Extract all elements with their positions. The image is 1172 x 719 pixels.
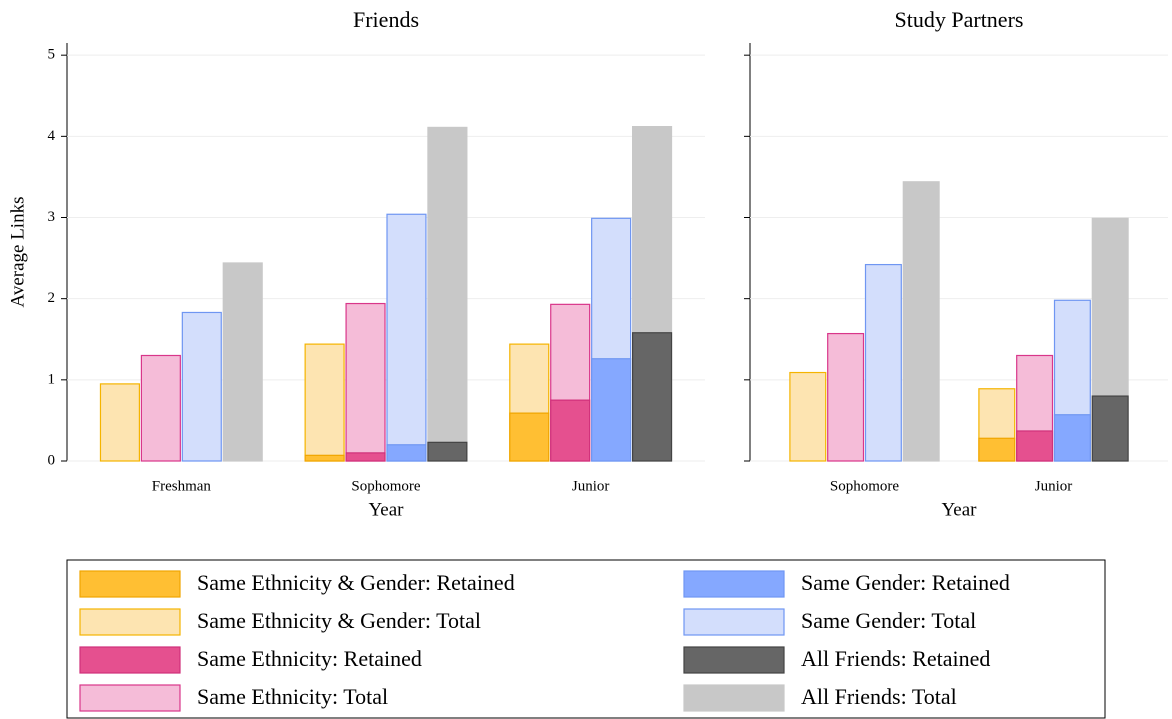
x-tick-label: Sophomore xyxy=(830,478,900,494)
bar xyxy=(509,412,550,462)
panel-title: Friends xyxy=(353,7,419,32)
x-tick-label: Junior xyxy=(572,478,610,494)
x-tick-label: Sophomore xyxy=(351,478,421,494)
bar xyxy=(427,441,468,462)
y-tick-label: 4 xyxy=(48,128,56,144)
bar xyxy=(827,332,865,462)
y-tick-label: 1 xyxy=(48,371,56,387)
bar xyxy=(978,437,1016,462)
bar xyxy=(386,213,427,462)
bar xyxy=(550,399,591,462)
legend-label: Same Gender: Total xyxy=(801,608,976,633)
bar xyxy=(386,444,427,462)
bar xyxy=(140,354,181,462)
y-tick-label: 3 xyxy=(48,209,56,225)
legend-swatch xyxy=(79,570,181,598)
bar xyxy=(1091,395,1129,462)
legend-label: Same Ethnicity & Gender: Retained xyxy=(197,570,515,595)
bar xyxy=(99,383,141,462)
x-tick-label: Freshman xyxy=(152,478,212,494)
bar xyxy=(864,263,902,462)
legend-label: Same Ethnicity: Retained xyxy=(197,646,422,671)
bar xyxy=(1053,414,1091,462)
legend-swatch xyxy=(79,608,181,636)
legend-label: Same Ethnicity: Total xyxy=(197,684,388,709)
legend-swatch xyxy=(683,608,785,636)
x-axis-label: Year xyxy=(368,499,404,520)
legend-swatch xyxy=(79,646,181,674)
y-tick-label: 5 xyxy=(48,47,56,63)
bar xyxy=(181,311,222,462)
bar xyxy=(345,302,386,462)
bar xyxy=(304,343,345,462)
bar xyxy=(427,126,468,462)
bar xyxy=(902,181,940,462)
bar xyxy=(1016,430,1054,462)
bar xyxy=(789,371,827,462)
legend-box xyxy=(66,559,1106,719)
legend-label: All Friends: Total xyxy=(801,684,957,709)
y-tick-label: 2 xyxy=(48,290,56,306)
legend-swatch xyxy=(683,646,785,674)
legend-swatch xyxy=(683,570,785,598)
bar xyxy=(345,452,386,462)
panel-title: Study Partners xyxy=(895,7,1024,32)
x-tick-label: Junior xyxy=(1035,478,1073,494)
legend-label: Same Ethnicity & Gender: Total xyxy=(197,608,481,633)
legend-label: All Friends: Retained xyxy=(801,646,990,671)
legend-swatch xyxy=(79,684,181,712)
bar xyxy=(222,262,263,462)
legend-label: Same Gender: Retained xyxy=(801,570,1010,595)
legend-swatch xyxy=(683,684,785,712)
y-axis-label: Average Links xyxy=(7,197,28,308)
bar xyxy=(631,332,673,462)
y-tick-label: 0 xyxy=(48,452,56,468)
x-axis-label: Year xyxy=(941,499,977,520)
bar xyxy=(304,454,345,462)
bar xyxy=(591,358,632,462)
